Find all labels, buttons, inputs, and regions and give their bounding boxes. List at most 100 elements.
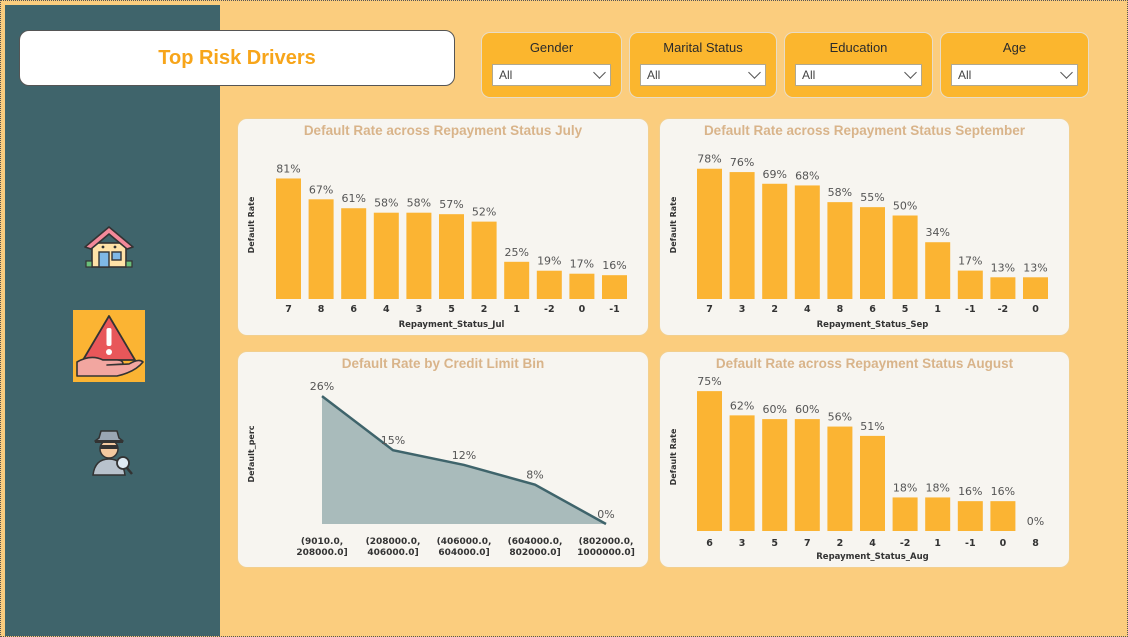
x-tick-label: (802000.0, (579, 537, 634, 547)
data-label: 16% (602, 259, 626, 272)
bar (827, 202, 853, 299)
x-tick-label: (604000.0, (508, 537, 563, 547)
age-dropdown-value: All (958, 68, 972, 82)
data-label: 81% (276, 162, 300, 175)
area-chart-credit-limit: 26% (9010.0,208000.0] 15% (208000.0,406000.… (247, 380, 635, 558)
bar (536, 270, 562, 299)
chart-title: Default Rate by Credit Limit Bin (341, 356, 545, 371)
chevron-down-icon (904, 66, 917, 79)
x-axis-title: Repayment_Status_Aug (816, 552, 928, 562)
dashboard-title-box: Top Risk Drivers (19, 30, 455, 86)
x-tick-label: -2 (544, 304, 555, 315)
x-tick-label: 604000.0] (438, 548, 489, 558)
x-tick-label: 1 (513, 304, 520, 315)
data-label: 61% (341, 192, 365, 205)
data-label: 56% (828, 411, 852, 424)
bar (569, 273, 595, 299)
marital-status-dropdown[interactable]: All (640, 64, 766, 86)
x-tick-label: -1 (609, 304, 620, 315)
gender-dropdown-value: All (499, 68, 513, 82)
data-label: 16% (958, 485, 982, 498)
data-label: 17% (570, 258, 594, 271)
data-label: 58% (828, 186, 852, 199)
data-label: 26% (310, 380, 334, 393)
x-tick-label: 2 (837, 538, 844, 549)
bar (892, 497, 918, 531)
data-label: 76% (730, 156, 754, 169)
data-label: 0% (597, 508, 614, 521)
age-slicer: Age All (940, 32, 1089, 98)
bar (406, 212, 432, 299)
data-label: 52% (472, 206, 496, 219)
data-label: 78% (697, 153, 721, 166)
x-tick-label: 4 (804, 304, 811, 315)
x-tick-label: 6 (350, 304, 357, 315)
bar (860, 435, 885, 531)
data-label: 13% (991, 261, 1015, 274)
bar (341, 208, 367, 299)
data-label: 13% (1023, 261, 1047, 274)
x-tick-label: 5 (448, 304, 455, 315)
detective-icon[interactable] (83, 427, 135, 477)
bar-chart-september: 78% 7 76% 3 69% 2 68% 4 58% 8 55% 6 50% 5 34% 1 17% -1 13%… (669, 153, 1048, 330)
marital-status-dropdown-value: All (647, 68, 661, 82)
y-axis-title: Default Rate (669, 428, 678, 485)
x-tick-label: 1 (934, 538, 941, 549)
data-label: 8% (526, 469, 543, 482)
data-label: 18% (925, 481, 949, 494)
x-tick-label: 5 (902, 304, 909, 315)
bar (504, 261, 530, 299)
bar (697, 168, 722, 299)
x-tick-label: 1 (934, 304, 941, 315)
area-line (321, 395, 607, 526)
data-label: 75% (697, 375, 721, 388)
x-tick-label: -2 (900, 538, 911, 549)
bar (762, 419, 788, 531)
data-label: 60% (762, 403, 786, 416)
bar (925, 497, 951, 531)
data-label: 69% (762, 168, 786, 181)
x-tick-label: 0 (1032, 304, 1039, 315)
bar (762, 183, 788, 299)
data-label: 34% (925, 226, 949, 239)
gender-dropdown[interactable]: All (492, 64, 611, 86)
warning-hand-icon[interactable] (73, 310, 145, 382)
education-dropdown[interactable]: All (795, 64, 922, 86)
y-axis-title: Default Rate (669, 196, 678, 253)
bar (308, 199, 334, 299)
bar (471, 221, 497, 299)
bar-chart-august: 75% 6 62% 3 60% 5 60% 7 56% 2 51% 4 18% -2 18% 1 16% -1 16… (669, 375, 1044, 562)
house-icon[interactable] (81, 223, 137, 269)
chart-card-credit-limit: Default Rate by Credit Limit Bin 26% (901… (237, 351, 649, 568)
x-tick-label: 1000000.0] (577, 548, 635, 558)
x-tick-label: 5 (771, 538, 778, 549)
data-label: 67% (309, 183, 333, 196)
x-tick-label: 4 (869, 538, 876, 549)
bar (925, 242, 951, 299)
education-slicer-label: Education (829, 40, 888, 55)
bar (990, 501, 1016, 531)
bar (276, 178, 301, 299)
bar (1023, 277, 1048, 299)
data-label: 55% (860, 191, 884, 204)
data-label: 0% (1027, 515, 1044, 528)
bar (729, 415, 755, 531)
x-tick-label: -2 (998, 304, 1009, 315)
bar (892, 215, 918, 299)
chevron-down-icon (1060, 66, 1073, 79)
x-tick-label: 7 (285, 304, 292, 315)
data-label: 25% (504, 246, 528, 259)
x-tick-label: 2 (481, 304, 488, 315)
bar (794, 419, 820, 531)
x-tick-label: 3 (739, 304, 746, 315)
x-tick-label: 8 (1032, 538, 1039, 549)
chart-title: Default Rate across Repayment Status Sep… (703, 123, 1026, 138)
bar (794, 185, 820, 299)
x-tick-label: 8 (318, 304, 325, 315)
age-dropdown[interactable]: All (951, 64, 1078, 86)
data-label: 68% (795, 169, 819, 182)
y-axis-title: Default_perc (247, 425, 256, 482)
age-slicer-label: Age (1002, 40, 1027, 55)
chart-title: Default Rate across Repayment Status Jul… (303, 123, 583, 138)
